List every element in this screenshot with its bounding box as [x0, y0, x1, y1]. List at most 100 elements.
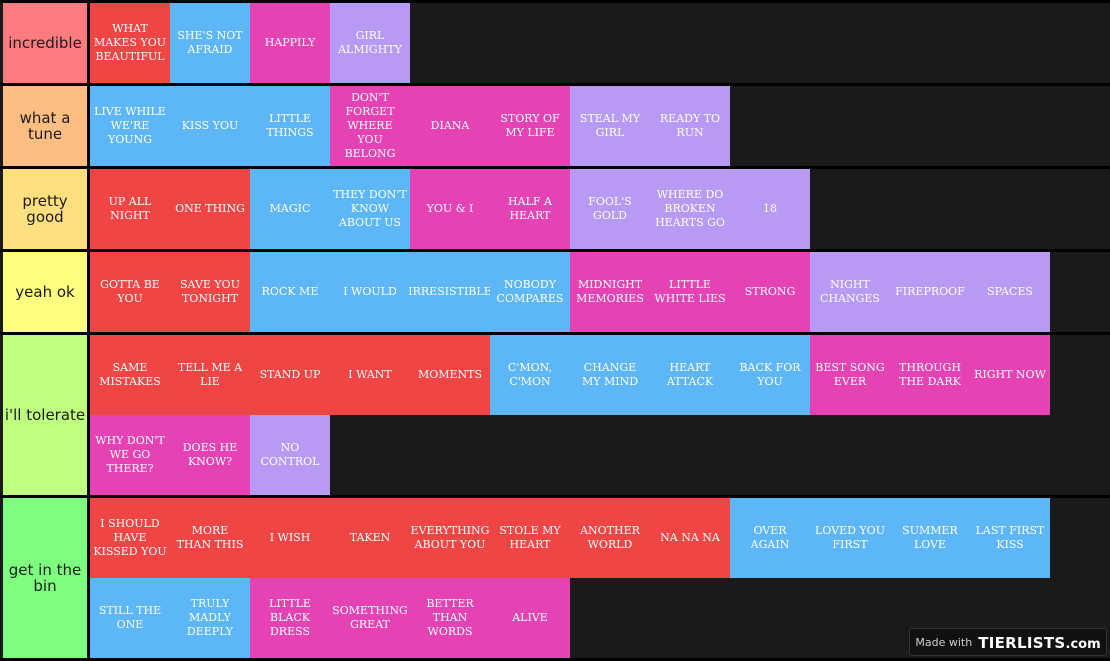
tier-item[interactable]: HALF A HEART [490, 169, 570, 249]
tier-item[interactable]: GOTTA BE YOU [90, 252, 170, 332]
tier-item[interactable]: READY TO RUN [650, 86, 730, 166]
tier-item[interactable]: CHANGE MY MIND [570, 335, 650, 415]
tier-item-label: MIDNIGHT MEMORIES [576, 278, 644, 305]
tier-item[interactable]: DIANA [410, 86, 490, 166]
tier-item-label: LITTLE WHITE LIES [654, 278, 726, 305]
tier-item[interactable]: I WOULD [330, 252, 410, 332]
tier-item-label: KISS YOU [181, 119, 239, 132]
tier-item[interactable]: MIDNIGHT MEMORIES [570, 252, 650, 332]
tier-item[interactable]: LITTLE WHITE LIES [650, 252, 730, 332]
tier-item-label: C'MON, C'MON [507, 361, 553, 388]
tier-label[interactable]: what a tune [3, 86, 90, 166]
tier-item[interactable]: MORE THAN THIS [170, 498, 250, 578]
tier-items: UP ALL NIGHT ONE THING MAGIC THEY DON'T KNO… [90, 169, 1110, 249]
tier-item[interactable]: C'MON, C'MON [490, 335, 570, 415]
tier-item[interactable]: FIREPROOF [890, 252, 970, 332]
watermark-made-with: Made with [915, 635, 973, 649]
tier-item[interactable]: MOMENTS [410, 335, 490, 415]
tier-item[interactable]: SOMETHING GREAT [330, 578, 410, 658]
tier-item[interactable]: YOU & I [410, 169, 490, 249]
tier-item[interactable]: GIRL ALMIGHTY [330, 3, 410, 83]
tier-item[interactable]: TELL ME A LIE [170, 335, 250, 415]
tier-item[interactable]: OVER AGAIN [730, 498, 810, 578]
tier-item-label: LIVE WHILE WE'RE YOUNG [94, 105, 166, 146]
tier-item[interactable]: TAKEN [330, 498, 410, 578]
tier-item-label: ANOTHER WORLD [580, 524, 640, 551]
tier-item[interactable]: ONE THING [170, 169, 250, 249]
watermark[interactable]: Made with TIERLISTS.com [909, 628, 1107, 656]
tier-item[interactable]: BEST SONG EVER [810, 335, 890, 415]
tier-item-label: HEART ATTACK [666, 361, 714, 388]
tier-item[interactable]: EVERYTHING ABOUT YOU [410, 498, 490, 578]
tier-item[interactable]: I SHOULD HAVE KISSED YOU [90, 498, 170, 578]
tier-item[interactable]: I WISH [250, 498, 330, 578]
tier-item[interactable]: BACK FOR YOU [730, 335, 810, 415]
tier-item[interactable]: LAST FIRST KISS [970, 498, 1050, 578]
tier-item[interactable]: NOBODY COMPARES [490, 252, 570, 332]
tier-item[interactable]: MAGIC [250, 169, 330, 249]
tier-item-label: OVER AGAIN [750, 524, 790, 551]
tier-item[interactable]: THEY DON'T KNOW ABOUT US [330, 169, 410, 249]
tier-item[interactable]: ALIVE [490, 578, 570, 658]
tier-item[interactable]: DOES HE KNOW? [170, 415, 250, 495]
tier-item-label: STAND UP [259, 368, 321, 381]
tier-item[interactable]: WHERE DO BROKEN HEARTS GO [650, 169, 730, 249]
tier-item-label: STOLE MY HEART [499, 524, 561, 551]
tier-item[interactable]: STILL THE ONE [90, 578, 170, 658]
tier-item-label: NOBODY COMPARES [496, 278, 564, 305]
tier-item[interactable]: UP ALL NIGHT [90, 169, 170, 249]
tier-item[interactable]: DON'T FORGET WHERE YOU BELONG [330, 86, 410, 166]
tier-item-label: MAGIC [269, 202, 311, 215]
tier-label[interactable]: incredible [3, 3, 90, 83]
tier-item[interactable]: I WANT [330, 335, 410, 415]
tier-item[interactable]: LITTLE BLACK DRESS [250, 578, 330, 658]
tier-item-label: LITTLE THINGS [266, 112, 314, 139]
tier-row: what a tune LIVE WHILE WE'RE YOUNG KISS YO… [0, 86, 1110, 169]
tier-item-label: SAVE YOU TONIGHT [180, 278, 240, 305]
tier-item-label: ONE THING [175, 202, 245, 215]
tier-item[interactable]: STOLE MY HEART [490, 498, 570, 578]
tier-item[interactable]: 18 [730, 169, 810, 249]
tier-item[interactable]: TRULY MADLY DEEPLY [170, 578, 250, 658]
tier-item[interactable]: ROCK ME [250, 252, 330, 332]
tier-items: WHAT MAKES YOU BEAUTIFUL SHE'S NOT AFRAID… [90, 3, 1110, 83]
tier-label[interactable]: i'll tolerate [3, 335, 90, 495]
tier-item[interactable]: STRONG [730, 252, 810, 332]
tier-label[interactable]: pretty good [3, 169, 90, 249]
tier-item[interactable]: WHAT MAKES YOU BEAUTIFUL [90, 3, 170, 83]
tier-item[interactable]: NO CONTROL [250, 415, 330, 495]
tier-item[interactable]: FOOL'S GOLD [570, 169, 650, 249]
tier-item-label: BEST SONG EVER [815, 361, 885, 388]
tier-item[interactable]: BETTER THAN WORDS [410, 578, 490, 658]
tierlists-logo-text: TIERLISTS [978, 633, 1066, 652]
tier-item-label: I WANT [348, 368, 392, 381]
tier-item[interactable]: NA NA NA [650, 498, 730, 578]
tier-item[interactable]: RIGHT NOW [970, 335, 1050, 415]
tier-item[interactable]: HAPPILY [250, 3, 330, 83]
tier-item-label: SUMMER LOVE [902, 524, 958, 551]
tier-item[interactable]: LIVE WHILE WE'RE YOUNG [90, 86, 170, 166]
tier-item[interactable]: LOVED YOU FIRST [810, 498, 890, 578]
tier-item[interactable]: NIGHT CHANGES [810, 252, 890, 332]
tier-label[interactable]: yeah ok [3, 252, 90, 332]
tier-item[interactable]: SAME MISTAKES [90, 335, 170, 415]
tier-item-label: CHANGE MY MIND [581, 361, 639, 388]
tier-item[interactable]: ANOTHER WORLD [570, 498, 650, 578]
tier-item[interactable]: SPACES [970, 252, 1050, 332]
tier-item[interactable]: STORY OF MY LIFE [490, 86, 570, 166]
tier-item-label: MORE THAN THIS [176, 524, 244, 551]
tier-item[interactable]: KISS YOU [170, 86, 250, 166]
tier-item[interactable]: SUMMER LOVE [890, 498, 970, 578]
tier-item-label: SPACES [987, 285, 1033, 298]
tier-item[interactable]: HEART ATTACK [650, 335, 730, 415]
tier-item[interactable]: IRRESISTIBLE [408, 252, 492, 332]
tier-item-label: STORY OF MY LIFE [500, 112, 560, 139]
tier-item[interactable]: THROUGH THE DARK [890, 335, 970, 415]
tier-label[interactable]: get in the bin [3, 498, 90, 658]
tier-item[interactable]: WHY DON'T WE GO THERE? [90, 415, 170, 495]
tier-item[interactable]: SHE'S NOT AFRAID [170, 3, 250, 83]
tier-item[interactable]: STEAL MY GIRL [570, 86, 650, 166]
tier-item[interactable]: SAVE YOU TONIGHT [170, 252, 250, 332]
tier-item[interactable]: STAND UP [250, 335, 330, 415]
tier-item[interactable]: LITTLE THINGS [250, 86, 330, 166]
